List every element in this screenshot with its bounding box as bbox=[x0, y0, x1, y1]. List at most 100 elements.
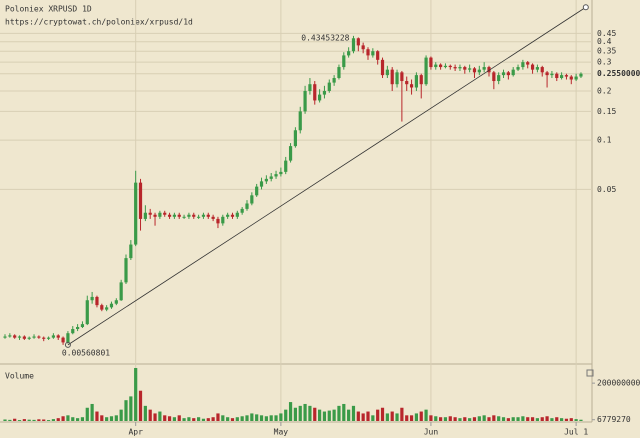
candle-body bbox=[240, 208, 244, 213]
volume-bar bbox=[197, 417, 201, 421]
candle-body bbox=[109, 303, 114, 308]
volume-bar bbox=[100, 415, 104, 421]
candle-body bbox=[395, 72, 399, 85]
volume-bar bbox=[351, 405, 356, 421]
trendline bbox=[67, 6, 587, 346]
candle-body bbox=[356, 38, 360, 46]
volume-bar bbox=[439, 417, 443, 421]
candle-body bbox=[288, 146, 293, 161]
candle-body bbox=[318, 94, 322, 101]
volume-bar bbox=[303, 403, 307, 421]
candle-body bbox=[284, 160, 288, 172]
volume-bar bbox=[274, 415, 278, 421]
candle-body bbox=[477, 69, 481, 73]
candle-body bbox=[303, 90, 307, 112]
volume-bar bbox=[182, 418, 186, 421]
volume-bar bbox=[119, 409, 123, 421]
volume-bar bbox=[564, 418, 569, 421]
volume-bar bbox=[163, 415, 167, 421]
candle-body bbox=[472, 68, 477, 73]
candle-body bbox=[119, 282, 123, 301]
volume-bar bbox=[192, 418, 196, 421]
volume-bar bbox=[511, 417, 515, 421]
candle-body bbox=[443, 65, 448, 68]
volume-bar bbox=[279, 413, 283, 421]
volume-bar bbox=[13, 418, 17, 421]
volume-bar bbox=[153, 413, 157, 421]
candle-body bbox=[424, 57, 428, 85]
volume-bar bbox=[414, 413, 418, 421]
candle-body bbox=[124, 258, 128, 283]
volume-bar bbox=[288, 402, 293, 421]
volume-bar bbox=[487, 417, 491, 421]
y-tick-label: 0.4 bbox=[597, 37, 612, 46]
candle-body bbox=[511, 69, 515, 76]
candle-body bbox=[42, 337, 46, 339]
candle-body bbox=[129, 244, 133, 259]
candle-body bbox=[458, 67, 462, 69]
close-icon[interactable] bbox=[586, 369, 594, 377]
chart-subtitle: https://cryptowat.ch/poloniex/xrpusd/1d bbox=[5, 18, 193, 27]
candle-body bbox=[506, 72, 510, 76]
candle-body bbox=[105, 307, 109, 310]
candle-body bbox=[501, 72, 506, 76]
volume-bar bbox=[569, 418, 573, 421]
candle-body bbox=[492, 72, 496, 82]
candle-body bbox=[66, 333, 70, 343]
volume-bar bbox=[90, 403, 94, 421]
volume-bar bbox=[453, 417, 457, 421]
candle-body bbox=[32, 336, 36, 338]
x-tick-label: Jul 1 bbox=[564, 428, 588, 437]
y-tick-label: 0.2 bbox=[597, 86, 612, 95]
candle-body bbox=[521, 62, 525, 68]
volume-bar bbox=[521, 416, 525, 421]
candle-body bbox=[332, 78, 336, 83]
candle-body bbox=[390, 69, 394, 85]
volume-bar bbox=[148, 409, 152, 421]
volume-bar bbox=[308, 405, 312, 421]
y-tick-label: 0.05 bbox=[597, 185, 616, 194]
candle-body bbox=[497, 75, 501, 82]
volume-bar bbox=[46, 420, 51, 421]
volume-bar bbox=[42, 419, 46, 421]
candle-body bbox=[579, 73, 583, 77]
candle-body bbox=[46, 337, 51, 339]
candle-body bbox=[85, 300, 89, 325]
candle-body bbox=[177, 214, 181, 217]
candle-body bbox=[61, 337, 65, 343]
candle-body bbox=[255, 186, 259, 196]
volume-bar bbox=[395, 413, 399, 421]
volume-tick-label: 6779270 bbox=[597, 415, 631, 424]
volume-bar bbox=[429, 415, 433, 421]
volume-bar bbox=[555, 417, 559, 421]
volume-bar bbox=[497, 416, 501, 421]
candle-body bbox=[560, 75, 564, 79]
candle-body bbox=[337, 67, 341, 79]
volume-bar bbox=[477, 416, 481, 421]
volume-bar bbox=[269, 415, 273, 421]
volume-bar bbox=[284, 409, 288, 421]
volume-bar bbox=[109, 416, 114, 421]
candle-body bbox=[259, 181, 264, 187]
volume-bar bbox=[409, 415, 414, 421]
trendline-handle bbox=[64, 341, 71, 348]
candle-body bbox=[114, 300, 118, 304]
volume-bar bbox=[468, 418, 472, 421]
volume-bar bbox=[526, 417, 530, 421]
volume-bar bbox=[448, 416, 452, 421]
volume-bar bbox=[226, 417, 230, 421]
candle-body bbox=[380, 59, 385, 76]
y-tick-label: 0.1 bbox=[597, 136, 612, 145]
annotation: 0.43453228 bbox=[301, 33, 349, 42]
candle-body bbox=[148, 212, 152, 215]
volume-bar bbox=[574, 419, 578, 421]
volume-bar bbox=[424, 409, 428, 421]
volume-bar bbox=[138, 390, 143, 421]
candle-body bbox=[100, 305, 104, 310]
volume-bar bbox=[560, 418, 564, 421]
volume-bar bbox=[400, 407, 404, 421]
volume-bar bbox=[390, 411, 394, 421]
volume-bar bbox=[327, 410, 331, 421]
volume-bar bbox=[472, 417, 477, 421]
